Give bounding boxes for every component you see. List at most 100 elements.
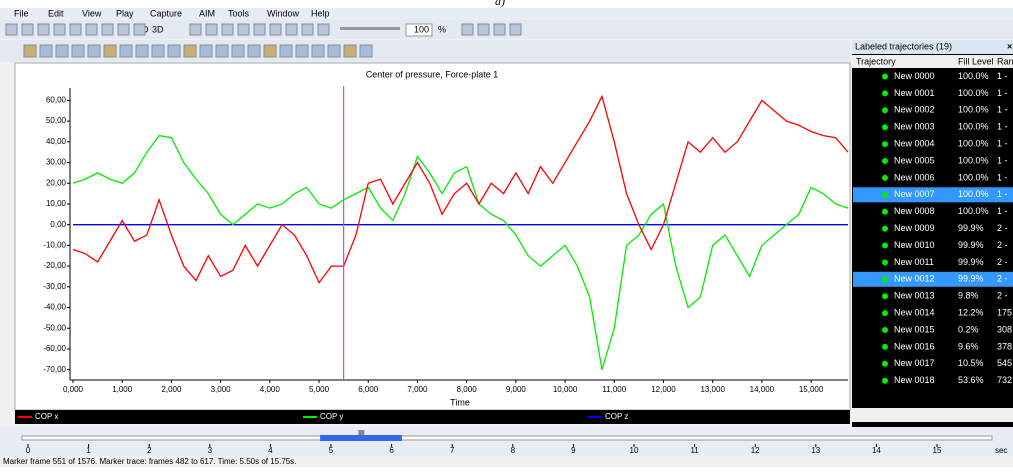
chart-title: Center of pressure, Force-plate 1	[366, 69, 499, 79]
row-cell[interactable]: New 0011	[894, 257, 934, 267]
x-tick-label: 8,000	[457, 385, 478, 394]
toolbar-3d[interactable]: 3D	[152, 24, 164, 34]
y-tick-label: 50,00	[46, 116, 67, 125]
row-cell[interactable]: New 0002	[894, 105, 935, 115]
toolbar-icon[interactable]	[263, 44, 277, 58]
timeline-label: 10	[630, 446, 639, 455]
row-cell[interactable]: New 0007	[894, 189, 935, 199]
toolbar-icon[interactable]	[39, 44, 53, 58]
speed-slider[interactable]	[340, 27, 400, 30]
toolbar-icon[interactable]	[231, 44, 245, 58]
x-tick-label: 4,000	[260, 385, 281, 394]
toolbar-icon[interactable]	[189, 23, 202, 36]
toolbar-icon[interactable]	[269, 23, 282, 36]
toolbar-icon[interactable]	[279, 44, 293, 58]
toolbar-icon[interactable]	[493, 23, 506, 36]
row-cell[interactable]: New 0012	[894, 274, 935, 284]
menu-item[interactable]: Edit	[48, 8, 64, 18]
toolbar-icon[interactable]	[37, 23, 50, 36]
trajectory-icon	[882, 276, 888, 283]
toolbar-icon[interactable]	[247, 44, 261, 58]
toolbar-icon[interactable]	[103, 44, 117, 58]
toolbar-icon[interactable]	[221, 23, 234, 36]
x-tick-label: 7,000	[407, 385, 428, 394]
row-cell[interactable]: New 0008	[894, 206, 935, 216]
x-tick-label: 11,000	[602, 385, 626, 394]
current-marker[interactable]	[358, 430, 365, 435]
menu-item[interactable]: Tools	[228, 8, 250, 18]
menu-item[interactable]: Play	[116, 8, 134, 18]
menu-item[interactable]: Capture	[150, 8, 182, 18]
toolbar-icon[interactable]	[199, 44, 213, 58]
timeline-label: 2	[147, 446, 152, 455]
toolbar-icon[interactable]	[461, 23, 474, 36]
menu-item[interactable]: Window	[267, 8, 300, 18]
row-cell[interactable]: New 0016	[894, 341, 935, 351]
row-cell[interactable]: New 0005	[894, 155, 935, 165]
toolbar-icon[interactable]	[167, 44, 181, 58]
toolbar-icon[interactable]	[21, 23, 34, 36]
row-cell[interactable]: New 0010	[894, 240, 935, 250]
toolbar-icon[interactable]	[301, 23, 314, 36]
toolbar-icon[interactable]	[205, 23, 218, 36]
row-cell[interactable]: New 0001	[894, 88, 935, 98]
toolbar-icon[interactable]	[133, 23, 146, 36]
row-cell: 545	[997, 358, 1012, 368]
speed-box[interactable]	[405, 23, 433, 37]
toolbar-icon[interactable]	[285, 23, 298, 36]
toolbar-icon[interactable]	[87, 44, 101, 58]
toolbar-icon[interactable]	[69, 23, 82, 36]
column-header	[852, 55, 1013, 68]
trajectory-icon	[882, 377, 888, 384]
row-cell[interactable]: New 0004	[894, 138, 935, 148]
row-cell[interactable]: New 0009	[894, 223, 935, 233]
row-cell[interactable]: New 0013	[894, 291, 935, 301]
menu-item[interactable]: AIM	[199, 8, 215, 18]
toolbar-icon[interactable]	[317, 23, 330, 36]
toolbar-icon[interactable]	[135, 44, 149, 58]
menu-item[interactable]: File	[14, 8, 29, 18]
row-cell: 1 -	[997, 138, 1008, 148]
toolbar-icon[interactable]	[327, 44, 341, 58]
toolbar-icon[interactable]	[119, 44, 133, 58]
toolbar-icon[interactable]	[5, 23, 18, 36]
menu-item[interactable]: Help	[311, 8, 330, 18]
row-cell[interactable]: New 0017	[894, 358, 935, 368]
row-cell[interactable]: New 0000	[894, 71, 935, 81]
toolbar-icon[interactable]	[237, 23, 250, 36]
y-tick-label: -50,00	[43, 323, 66, 332]
toolbar-icon[interactable]	[477, 23, 490, 36]
toolbar-icon[interactable]	[101, 23, 114, 36]
trajectory-icon	[882, 293, 888, 300]
toolbar-icon[interactable]	[71, 44, 85, 58]
row-cell[interactable]: New 0014	[894, 307, 935, 317]
toolbar-icon[interactable]	[53, 23, 66, 36]
row-cell: 2 -	[997, 240, 1008, 250]
row-cell[interactable]: New 0003	[894, 122, 935, 132]
panel-close[interactable]: ×	[1007, 41, 1012, 51]
toolbar-icon[interactable]	[117, 23, 130, 36]
x-tick-label: 9,000	[506, 385, 527, 394]
toolbar-icon[interactable]	[23, 44, 37, 58]
toolbar-icon[interactable]	[359, 44, 373, 58]
row-cell[interactable]: New 0006	[894, 172, 935, 182]
toolbar-icon[interactable]	[215, 44, 229, 58]
row-cell[interactable]: New 0018	[894, 375, 935, 385]
toolbar-icon[interactable]	[509, 23, 522, 36]
toolbar-icon[interactable]	[151, 44, 165, 58]
x-tick-label: 13,000	[700, 385, 725, 394]
x-tick-label: 1,000	[112, 385, 133, 394]
toolbar-icon[interactable]	[55, 44, 69, 58]
toolbar-icon[interactable]	[295, 44, 309, 58]
toolbar-icon[interactable]	[253, 23, 266, 36]
h-scrollbar[interactable]	[852, 408, 1013, 422]
toolbar-icon[interactable]	[85, 23, 98, 36]
toolbar-icon[interactable]	[343, 44, 357, 58]
toolbar-icon[interactable]	[183, 44, 197, 58]
toolbar-icon[interactable]	[311, 44, 325, 58]
timeline-track[interactable]	[21, 435, 993, 441]
menu-item[interactable]: View	[82, 8, 102, 18]
row-cell: 100.0%	[958, 88, 989, 98]
y-tick-label: -70,00	[43, 365, 66, 374]
row-cell[interactable]: New 0015	[894, 324, 935, 334]
